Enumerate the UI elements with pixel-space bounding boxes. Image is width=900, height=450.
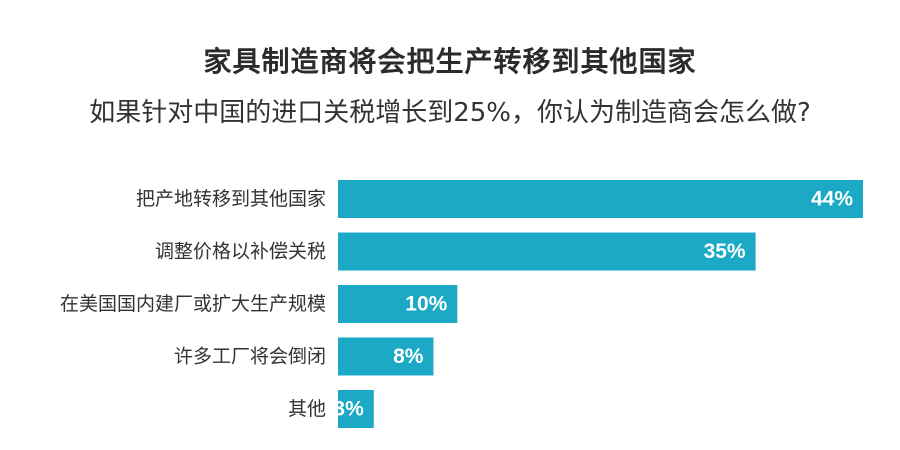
bar-value-label: 8% <box>393 345 424 368</box>
category-label: 其他 <box>288 398 326 420</box>
category-label: 调整价格以补偿关税 <box>155 241 326 263</box>
bar <box>338 390 374 428</box>
chart-subtitle: 如果针对中国的进口关税增长到25%，你认为制造商会怎么做? <box>89 98 811 128</box>
bar <box>338 337 434 376</box>
bars-layer: 把产地转移到其他国家 44% 调整价格以补偿关税 35% 在美国国内建厂或扩大生产规模 1… <box>60 180 863 428</box>
bar-value-label: 10% <box>405 293 447 316</box>
bar-value-label: 44% <box>811 188 853 211</box>
bar <box>338 285 458 323</box>
category-label: 把产地转移到其他国家 <box>136 188 326 210</box>
bar <box>338 180 863 218</box>
bar-value-label: 3% <box>333 398 364 421</box>
chart-title: 家具制造商将会把生产转移到其他国家 <box>203 45 697 78</box>
category-label: 许多工厂将会倒闭 <box>174 346 326 368</box>
category-label: 在美国国内建厂或扩大生产规模 <box>60 293 326 315</box>
bar <box>338 232 756 271</box>
bar-value-label: 35% <box>704 240 746 263</box>
